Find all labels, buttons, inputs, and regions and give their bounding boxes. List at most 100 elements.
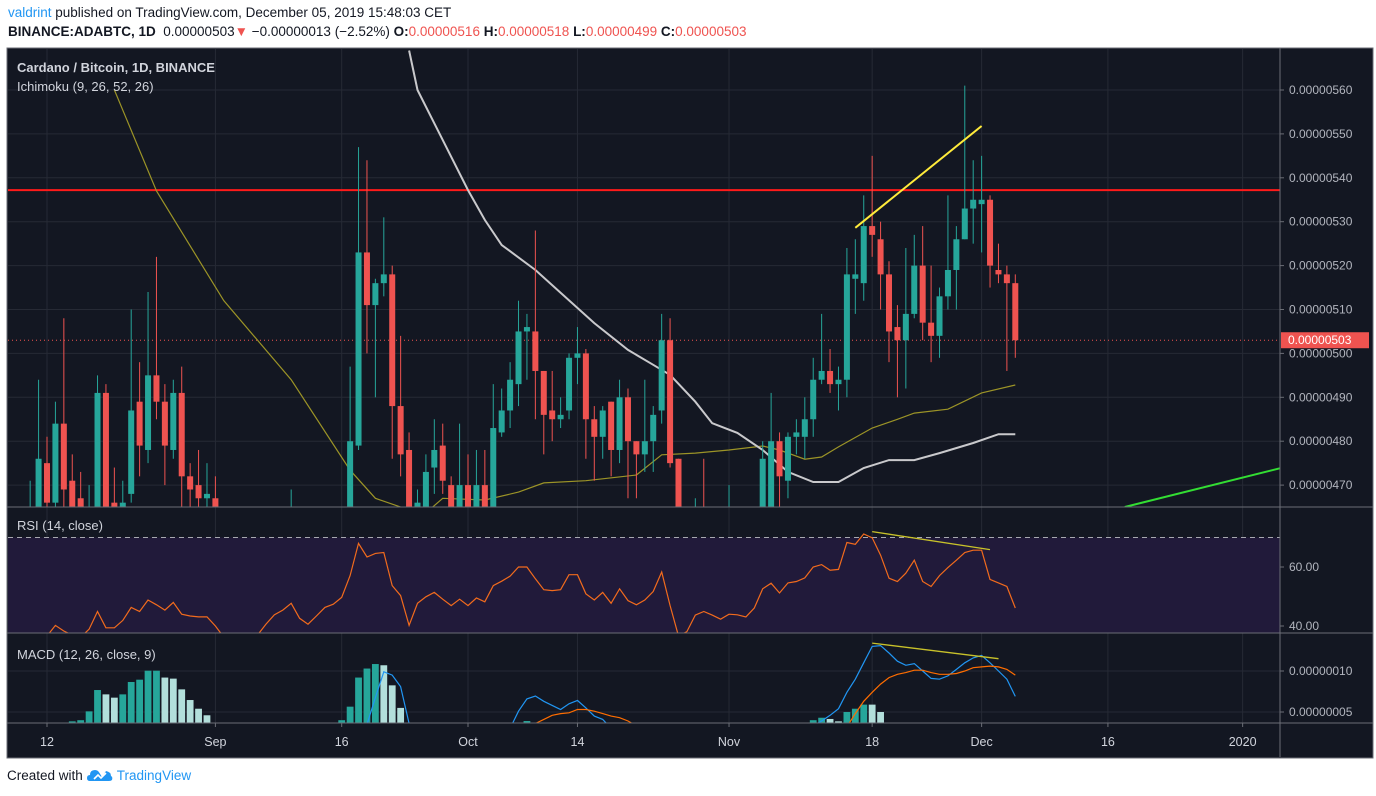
candle xyxy=(784,432,791,499)
candle-body xyxy=(591,419,598,437)
low-label: L: xyxy=(573,24,586,39)
candle-body xyxy=(203,493,210,499)
candle-body xyxy=(911,265,918,314)
macd-label[interactable]: MACD (12, 26, close, 9) xyxy=(17,647,156,662)
trendline xyxy=(1124,467,1280,507)
symbol-info: BINANCE:ADABTC, 1D 0.00000503▼ −0.000000… xyxy=(8,24,746,39)
candle-body xyxy=(153,375,160,402)
time-axis-label: Nov xyxy=(718,735,741,749)
candle-body xyxy=(810,379,817,420)
macd-pane[interactable] xyxy=(68,642,1016,753)
candle xyxy=(549,370,556,442)
candle-body xyxy=(111,502,118,507)
chart-title: Cardano / Bitcoin, 1D, BINANCE xyxy=(17,60,215,75)
rsi-band xyxy=(8,537,1280,633)
author-link[interactable]: valdrint xyxy=(8,5,52,20)
candle-body xyxy=(633,441,640,455)
candle xyxy=(557,397,564,429)
candle xyxy=(928,265,935,363)
candle xyxy=(616,379,623,464)
candle-body xyxy=(818,370,825,380)
candle xyxy=(389,265,396,459)
candle-body xyxy=(170,392,177,450)
candle-body xyxy=(389,274,396,407)
price-pane[interactable] xyxy=(2,50,1285,565)
macd-line xyxy=(366,671,410,723)
candle xyxy=(178,366,185,507)
candle xyxy=(641,379,648,472)
ichimoku-label[interactable]: Ichimoku (9, 26, 52, 26) xyxy=(17,79,154,94)
macd-histogram-bar xyxy=(68,721,76,723)
macd-axis-label: 0.00000010 xyxy=(1289,664,1353,678)
rsi-pane[interactable] xyxy=(5,530,1280,644)
candle xyxy=(448,476,455,507)
candle-body xyxy=(970,199,977,209)
macd-histogram-bar xyxy=(868,704,876,723)
candle-body xyxy=(869,226,876,235)
candle xyxy=(582,349,589,459)
price-axis-label: 0.00000500 xyxy=(1289,346,1353,360)
candle-body xyxy=(608,401,615,450)
candle xyxy=(170,379,177,459)
candle-body xyxy=(650,414,657,442)
candle xyxy=(187,463,194,507)
candle-body xyxy=(616,397,623,450)
macd-histogram-bar xyxy=(178,689,186,723)
candle-body xyxy=(675,458,682,507)
tradingview-cloud-logo xyxy=(86,770,113,781)
close-value: 0.00000503 xyxy=(675,24,747,39)
candle xyxy=(703,458,705,507)
candle-body xyxy=(439,445,446,481)
candle xyxy=(1003,265,1010,371)
time-axis-label: 2020 xyxy=(1229,735,1257,749)
candle xyxy=(894,305,901,398)
signal-line xyxy=(535,708,633,723)
candle xyxy=(380,217,387,297)
candle xyxy=(540,370,547,455)
candle-body xyxy=(363,252,370,306)
candle-body xyxy=(532,331,539,371)
candle xyxy=(886,261,892,363)
candle-body xyxy=(406,449,413,507)
time-axis-label: Dec xyxy=(971,735,993,749)
tradingview-link[interactable]: TradingView xyxy=(116,767,192,783)
candle xyxy=(507,362,514,429)
candle-body xyxy=(995,269,1002,275)
candle xyxy=(667,318,674,468)
candle-body xyxy=(102,392,109,507)
time-axis-label: 14 xyxy=(571,735,585,749)
candle xyxy=(860,195,867,301)
candle-body xyxy=(928,322,935,336)
candle-body xyxy=(52,423,59,503)
created-with-text: Created with xyxy=(7,767,83,783)
macd-histogram-bar xyxy=(186,700,194,723)
candle xyxy=(465,454,471,507)
candle xyxy=(363,160,370,354)
candle-body xyxy=(397,406,404,455)
macd-histogram-bar xyxy=(94,690,101,723)
macd-histogram-bar xyxy=(371,664,379,723)
candle-body xyxy=(852,274,859,279)
candle xyxy=(919,226,926,341)
candle-body xyxy=(919,265,926,323)
rsi-label[interactable]: RSI (14, close) xyxy=(17,518,103,533)
candle xyxy=(728,485,730,507)
candle xyxy=(422,454,429,507)
candle xyxy=(574,327,581,385)
candle xyxy=(473,449,480,507)
triangle-down-icon: ▼ xyxy=(234,24,248,39)
candle-body xyxy=(94,392,101,507)
macd-histogram-bar xyxy=(102,694,110,723)
candle-body xyxy=(776,441,783,477)
candle-body xyxy=(582,353,589,420)
high-label: H: xyxy=(483,24,498,39)
candle-body xyxy=(380,274,387,284)
macd-line xyxy=(512,695,607,723)
candle xyxy=(978,155,985,253)
macd-histogram-bar xyxy=(397,707,405,723)
candle xyxy=(347,366,354,507)
candle-body xyxy=(35,458,42,507)
candle xyxy=(44,436,50,507)
candle-body xyxy=(77,498,84,507)
